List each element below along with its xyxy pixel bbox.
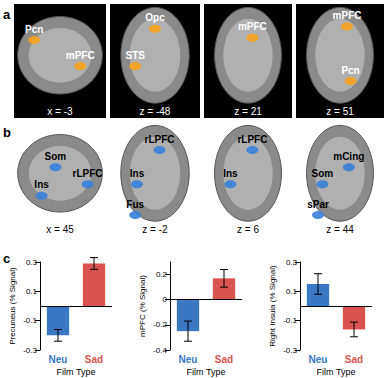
svg-text:Pcn: Pcn (341, 65, 359, 76)
svg-text:Ins: Ins (223, 168, 238, 179)
svg-text:b: b (3, 125, 11, 140)
svg-text:0.2: 0.2 (156, 270, 168, 279)
svg-text:0.1: 0.1 (26, 287, 38, 296)
svg-text:Right Insula (% Signal): Right Insula (% Signal) (268, 265, 277, 347)
svg-text:rLPFC: rLPFC (145, 134, 175, 145)
svg-text:Ins: Ins (130, 168, 145, 179)
svg-text:Neu: Neu (179, 354, 198, 365)
svg-text:sPar: sPar (307, 199, 329, 210)
svg-text:a: a (3, 7, 11, 22)
svg-text:z = 44: z = 44 (326, 224, 354, 235)
svg-text:Neu: Neu (49, 354, 68, 365)
svg-text:Film Type: Film Type (187, 367, 226, 377)
svg-text:Ins: Ins (34, 179, 49, 190)
svg-text:0: 0 (163, 295, 168, 304)
svg-text:z = -2: z = -2 (142, 224, 168, 235)
svg-text:Precuneus (% Signal): Precuneus (% Signal) (8, 267, 17, 345)
svg-text:z = 21: z = 21 (234, 106, 262, 117)
svg-text:-0.4: -0.4 (153, 346, 167, 355)
svg-text:x = -3: x = -3 (47, 106, 73, 117)
svg-text:z = 6: z = 6 (237, 224, 259, 235)
svg-text:-0.1: -0.1 (23, 316, 37, 325)
svg-text:-0.3: -0.3 (23, 346, 37, 355)
svg-text:rLPFC: rLPFC (73, 168, 103, 179)
svg-text:x = 45: x = 45 (46, 224, 74, 235)
svg-text:mPFC: mPFC (66, 50, 95, 61)
svg-text:Film Type: Film Type (57, 367, 96, 377)
svg-text:c: c (3, 251, 10, 266)
svg-text:Neu: Neu (309, 354, 328, 365)
svg-text:mCing: mCing (333, 151, 364, 162)
svg-text:Sad: Sad (345, 354, 363, 365)
svg-text:Som: Som (312, 168, 334, 179)
svg-text:0.3: 0.3 (286, 258, 298, 267)
svg-text:Pcn: Pcn (25, 24, 43, 35)
svg-text:mPFC: mPFC (333, 10, 362, 21)
svg-text:z = 51: z = 51 (326, 106, 354, 117)
svg-text:Opc: Opc (145, 12, 165, 23)
svg-text:STS: STS (125, 50, 145, 61)
svg-text:rLPFC: rLPFC (237, 134, 267, 145)
svg-text:Film Type: Film Type (317, 367, 356, 377)
svg-text:0.3: 0.3 (26, 258, 38, 267)
svg-text:0.1: 0.1 (286, 287, 298, 296)
svg-text:Sad: Sad (215, 354, 233, 365)
svg-text:-0.1: -0.1 (283, 316, 297, 325)
svg-text:z = -48: z = -48 (140, 106, 171, 117)
svg-text:mPFC: mPFC (238, 21, 267, 32)
svg-text:Fus: Fus (126, 199, 144, 210)
svg-text:-0.2: -0.2 (153, 320, 167, 329)
svg-text:Som: Som (45, 151, 67, 162)
svg-text:-0.3: -0.3 (283, 346, 297, 355)
svg-text:mPFC (% Signal): mPFC (% Signal) (138, 275, 147, 337)
svg-text:Sad: Sad (85, 354, 103, 365)
